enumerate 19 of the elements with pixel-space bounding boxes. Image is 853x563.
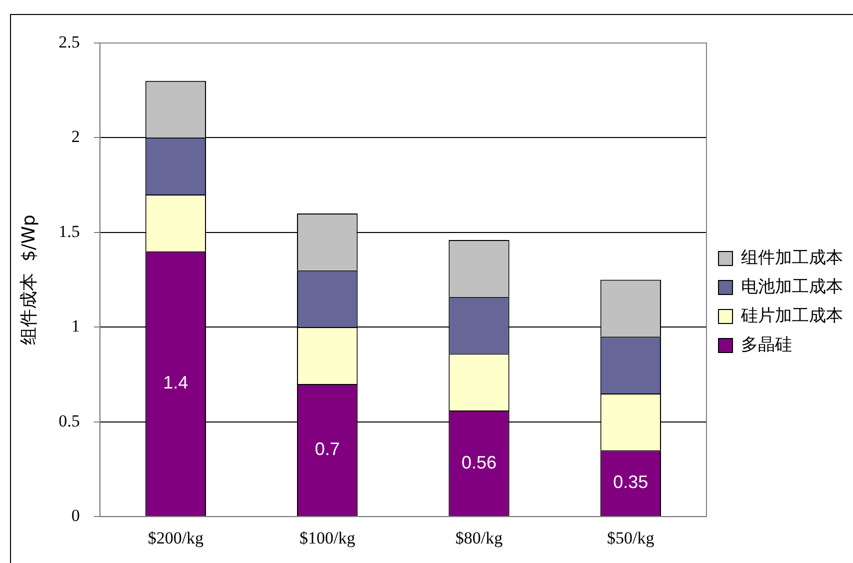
y-tick-label: 2.5 (58, 32, 80, 52)
legend-label: 组件加工成本 (741, 248, 843, 268)
x-tick-label: $50/kg (607, 528, 655, 548)
data-label: 1.4 (163, 372, 188, 393)
y-tick-label: 0.5 (58, 411, 80, 430)
x-tick-label: $80/kg (455, 528, 504, 548)
y-tick-label: 1 (71, 316, 80, 336)
data-label: 0.35 (613, 472, 648, 492)
x-tick-label: $200/kg (148, 528, 204, 548)
y-tick-label: 2 (71, 127, 80, 146)
legend-label: 多晶硅 (741, 334, 792, 355)
x-tick-label: $100/kg (299, 528, 356, 548)
y-tick-label: 0 (71, 506, 80, 526)
legend-label: 电池加工成本 (741, 276, 843, 297)
y-tick-label: 1.5 (58, 222, 80, 241)
y-axis-title: 组件成本 $/Wp (18, 214, 40, 345)
legend-label: 硅片加工成本 (740, 306, 843, 326)
data-label: 0.56 (461, 452, 497, 472)
data-label: 0.7 (314, 439, 340, 460)
